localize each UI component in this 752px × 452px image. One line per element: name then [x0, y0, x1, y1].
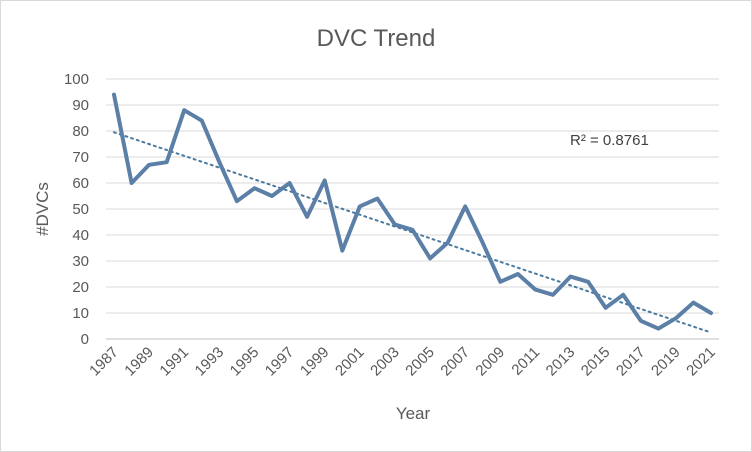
- x-tick-label: 2007: [437, 344, 473, 380]
- x-tick-label: 2017: [613, 344, 649, 380]
- y-tick-label: 30: [72, 253, 89, 270]
- x-tick-label: 1993: [192, 344, 228, 380]
- series-group: [112, 92, 713, 331]
- y-tick-label: 60: [72, 175, 89, 192]
- data-point: [218, 161, 221, 164]
- x-tick-label: 2009: [473, 344, 509, 380]
- data-point: [235, 200, 238, 203]
- x-tick-label: 2003: [367, 344, 403, 380]
- data-point: [341, 249, 344, 252]
- chart-title: DVC Trend: [317, 25, 436, 52]
- data-point: [710, 312, 713, 315]
- data-point: [165, 161, 168, 164]
- x-tick-label: 1989: [121, 344, 157, 380]
- data-point: [622, 293, 625, 296]
- y-tick-label: 70: [72, 149, 89, 166]
- data-point: [148, 163, 151, 166]
- x-tick-label: 2015: [578, 344, 614, 380]
- r-squared-annotation: R² = 0.8761: [570, 132, 649, 149]
- data-point: [464, 205, 467, 208]
- data-point: [499, 280, 502, 283]
- x-tick-label: 1997: [262, 344, 298, 380]
- gridlines: [106, 78, 719, 340]
- data-point: [446, 241, 449, 244]
- data-point: [692, 301, 695, 304]
- data-point: [376, 197, 379, 200]
- data-point: [516, 273, 519, 276]
- data-point: [358, 205, 361, 208]
- x-axis-ticks: 1987 1989 1991 1993 1995 1997 1999 2001 2003 2005…: [86, 344, 719, 380]
- series-line-0: [112, 92, 713, 331]
- data-point: [604, 306, 607, 309]
- data-point: [674, 317, 677, 320]
- data-point: [183, 109, 186, 112]
- x-tick-label: 2011: [508, 344, 543, 379]
- x-tick-label: 2005: [402, 344, 438, 380]
- data-point: [130, 182, 133, 185]
- data-point: [657, 327, 660, 330]
- data-point: [429, 257, 432, 260]
- y-axis-label: #DVCs: [33, 182, 52, 236]
- data-point: [288, 182, 291, 185]
- data-point: [481, 241, 484, 244]
- data-point: [551, 293, 554, 296]
- data-point: [393, 223, 396, 226]
- x-axis-label: Year: [396, 404, 431, 423]
- data-point: [271, 195, 274, 198]
- x-tick-label: 1991: [156, 344, 192, 380]
- data-point: [411, 228, 414, 231]
- x-tick-label: 1995: [227, 344, 263, 380]
- data-point: [534, 288, 537, 291]
- data-point: [569, 275, 572, 278]
- y-tick-label: 10: [72, 305, 89, 322]
- data-point: [200, 119, 203, 122]
- y-tick-label: 20: [72, 279, 89, 296]
- y-tick-label: 100: [64, 71, 89, 88]
- data-point: [113, 93, 116, 96]
- y-tick-label: 0: [81, 331, 89, 348]
- x-tick-label: 2001: [332, 344, 368, 380]
- y-tick-label: 40: [72, 227, 89, 244]
- y-tick-label: 90: [72, 97, 89, 114]
- x-tick-label: 1999: [297, 344, 333, 380]
- data-point: [306, 215, 309, 218]
- data-point: [587, 280, 590, 283]
- data-point: [323, 179, 326, 182]
- y-tick-label: 80: [72, 123, 89, 140]
- y-axis-ticks: 0 10 20 30 40 50 60 70 80 90 100: [64, 71, 89, 348]
- data-point: [253, 187, 256, 190]
- x-tick-label: 2021: [683, 344, 719, 380]
- y-tick-label: 50: [72, 201, 89, 218]
- x-tick-label: 2019: [648, 344, 684, 380]
- x-tick-label: 1987: [86, 344, 122, 380]
- x-tick-label: 2013: [543, 344, 579, 380]
- data-point: [639, 319, 642, 322]
